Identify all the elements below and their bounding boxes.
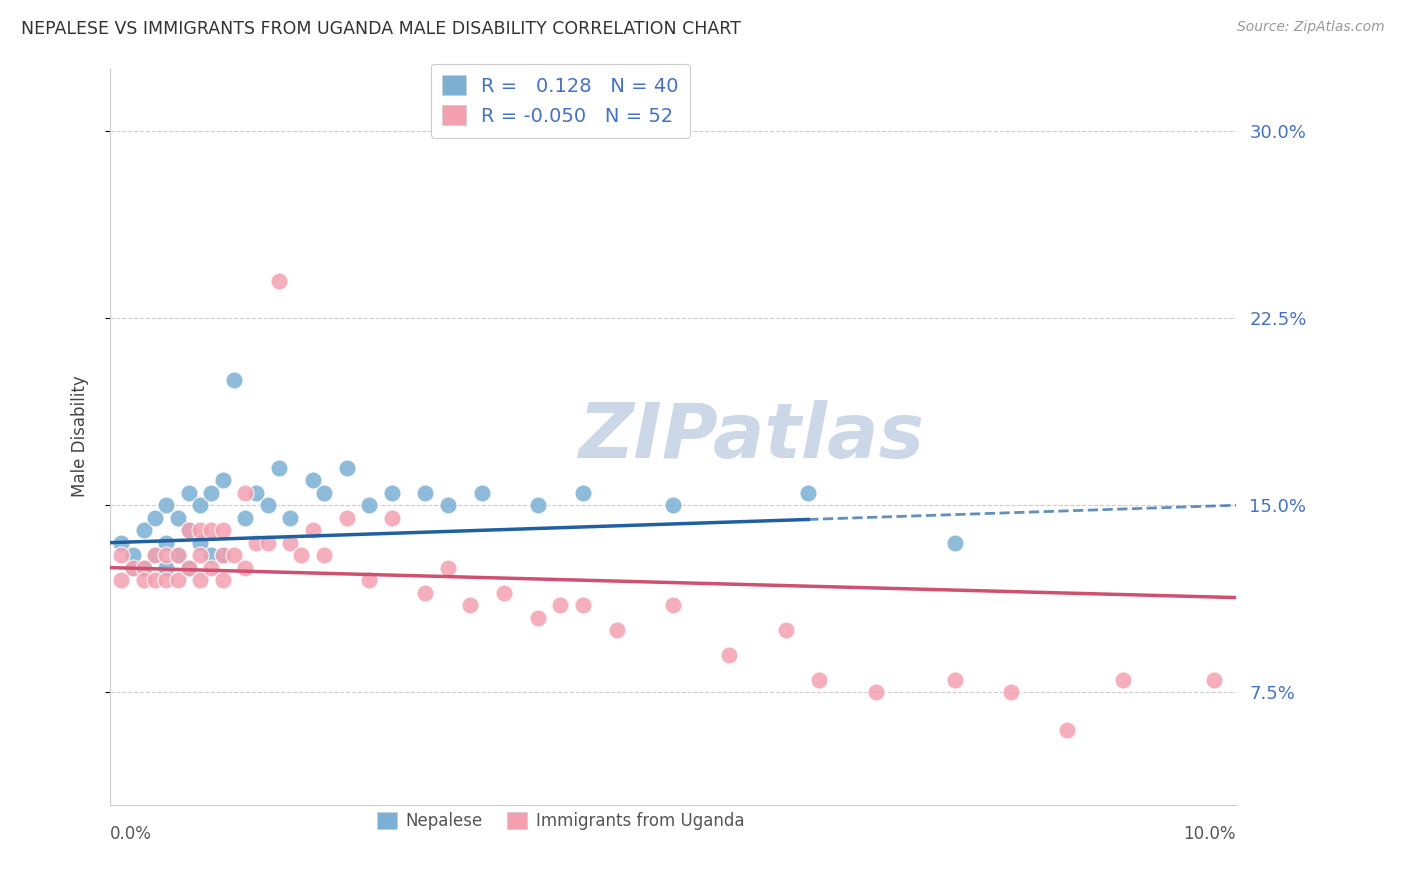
Text: 0.0%: 0.0% bbox=[110, 825, 152, 843]
Point bbox=[233, 560, 256, 574]
Point bbox=[188, 498, 211, 512]
Point bbox=[606, 623, 628, 637]
Point bbox=[460, 598, 482, 612]
Point bbox=[267, 274, 290, 288]
Point bbox=[177, 560, 200, 574]
Point bbox=[1000, 685, 1022, 699]
Point bbox=[177, 523, 200, 537]
Point bbox=[200, 548, 222, 562]
Point bbox=[865, 685, 887, 699]
Point bbox=[188, 523, 211, 537]
Point bbox=[132, 560, 155, 574]
Point bbox=[1056, 723, 1078, 737]
Point bbox=[211, 473, 233, 487]
Text: ZIPatlas: ZIPatlas bbox=[579, 400, 925, 474]
Point bbox=[357, 498, 380, 512]
Point bbox=[494, 585, 516, 599]
Point bbox=[121, 560, 143, 574]
Point bbox=[290, 548, 312, 562]
Point bbox=[381, 510, 404, 524]
Point bbox=[188, 548, 211, 562]
Legend: Nepalese, Immigrants from Uganda: Nepalese, Immigrants from Uganda bbox=[370, 805, 751, 837]
Point bbox=[132, 560, 155, 574]
Point bbox=[177, 485, 200, 500]
Point bbox=[943, 673, 966, 687]
Point bbox=[572, 598, 595, 612]
Point bbox=[301, 523, 323, 537]
Point bbox=[177, 523, 200, 537]
Point bbox=[1112, 673, 1135, 687]
Point bbox=[572, 485, 595, 500]
Point bbox=[437, 498, 460, 512]
Y-axis label: Male Disability: Male Disability bbox=[72, 376, 89, 498]
Text: Source: ZipAtlas.com: Source: ZipAtlas.com bbox=[1237, 20, 1385, 34]
Point bbox=[200, 560, 222, 574]
Point bbox=[143, 573, 166, 587]
Text: NEPALESE VS IMMIGRANTS FROM UGANDA MALE DISABILITY CORRELATION CHART: NEPALESE VS IMMIGRANTS FROM UGANDA MALE … bbox=[21, 20, 741, 37]
Point bbox=[143, 510, 166, 524]
Point bbox=[357, 573, 380, 587]
Point bbox=[662, 498, 685, 512]
Point bbox=[121, 548, 143, 562]
Point bbox=[415, 585, 437, 599]
Point bbox=[143, 548, 166, 562]
Point bbox=[166, 573, 188, 587]
Point bbox=[775, 623, 797, 637]
Point bbox=[188, 535, 211, 549]
Point bbox=[155, 548, 177, 562]
Point bbox=[155, 560, 177, 574]
Point bbox=[245, 485, 267, 500]
Point bbox=[312, 548, 335, 562]
Point bbox=[245, 535, 267, 549]
Point bbox=[155, 573, 177, 587]
Point bbox=[233, 510, 256, 524]
Point bbox=[211, 523, 233, 537]
Point bbox=[415, 485, 437, 500]
Point bbox=[110, 548, 132, 562]
Text: 10.0%: 10.0% bbox=[1184, 825, 1236, 843]
Point bbox=[166, 548, 188, 562]
Point bbox=[278, 535, 301, 549]
Point bbox=[110, 573, 132, 587]
Point bbox=[797, 485, 820, 500]
Point bbox=[335, 460, 357, 475]
Point bbox=[437, 560, 460, 574]
Point bbox=[166, 548, 188, 562]
Point bbox=[188, 573, 211, 587]
Point bbox=[211, 548, 233, 562]
Point bbox=[155, 535, 177, 549]
Point bbox=[312, 485, 335, 500]
Point bbox=[166, 510, 188, 524]
Point bbox=[808, 673, 831, 687]
Point bbox=[143, 548, 166, 562]
Point bbox=[132, 573, 155, 587]
Point bbox=[527, 498, 550, 512]
Point bbox=[718, 648, 741, 662]
Point bbox=[1202, 673, 1225, 687]
Point bbox=[527, 610, 550, 624]
Point bbox=[211, 573, 233, 587]
Point bbox=[121, 560, 143, 574]
Point bbox=[335, 510, 357, 524]
Point bbox=[222, 374, 245, 388]
Point bbox=[110, 535, 132, 549]
Point bbox=[301, 473, 323, 487]
Point bbox=[155, 498, 177, 512]
Point bbox=[200, 523, 222, 537]
Point bbox=[211, 548, 233, 562]
Point bbox=[256, 498, 278, 512]
Point bbox=[278, 510, 301, 524]
Point bbox=[256, 535, 278, 549]
Point bbox=[132, 523, 155, 537]
Point bbox=[471, 485, 494, 500]
Point bbox=[233, 485, 256, 500]
Point bbox=[550, 598, 572, 612]
Point bbox=[222, 548, 245, 562]
Point bbox=[177, 560, 200, 574]
Point bbox=[200, 485, 222, 500]
Point bbox=[381, 485, 404, 500]
Point bbox=[662, 598, 685, 612]
Point bbox=[267, 460, 290, 475]
Point bbox=[943, 535, 966, 549]
